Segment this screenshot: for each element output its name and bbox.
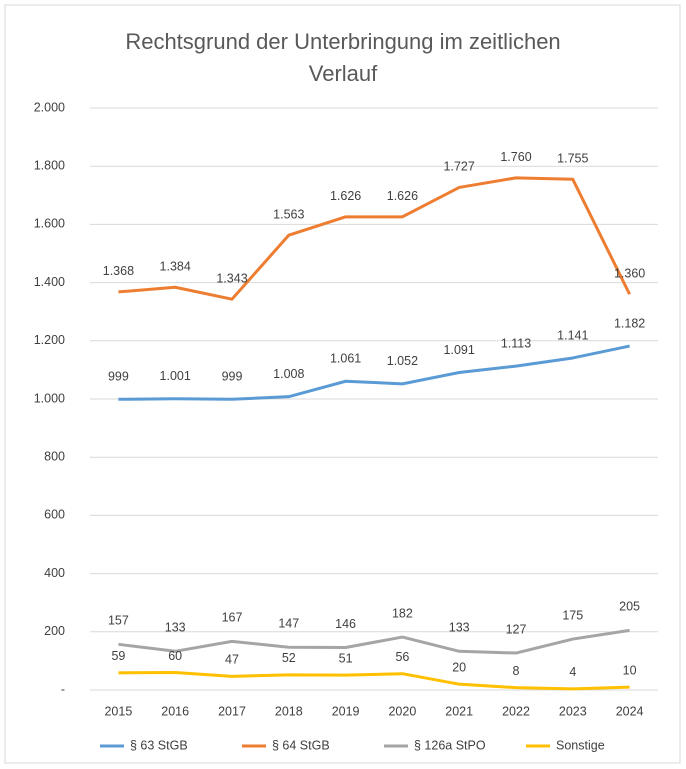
data-label: 1.052	[387, 354, 418, 368]
y-tick-label: 1.400	[34, 275, 65, 289]
data-label: 10	[623, 663, 637, 677]
data-label: 175	[562, 608, 583, 622]
data-label: 4	[569, 665, 576, 679]
x-tick-label: 2016	[161, 704, 189, 718]
legend-label: § 64 StGB	[272, 738, 330, 752]
data-label: 20	[452, 660, 466, 674]
x-tick-label: 2017	[218, 704, 246, 718]
data-label: 167	[222, 611, 243, 625]
data-label: 47	[225, 653, 239, 667]
x-tick-label: 2021	[445, 704, 473, 718]
data-label: 59	[111, 649, 125, 663]
data-label: 52	[282, 651, 296, 665]
data-label: 1.091	[444, 343, 475, 357]
data-label: 146	[335, 617, 356, 631]
y-tick-label: 1.000	[34, 391, 65, 405]
series-line	[118, 671, 630, 691]
legend-label: § 63 StGB	[130, 738, 188, 752]
data-label: 157	[108, 614, 129, 628]
data-label: 147	[278, 617, 299, 631]
data-label: 1.360	[614, 267, 645, 281]
data-label: 999	[222, 370, 243, 384]
legend-label: Sonstige	[556, 738, 605, 752]
y-tick-label: 1.800	[34, 158, 65, 172]
data-label: 56	[395, 650, 409, 664]
y-tick-label: 400	[44, 566, 65, 580]
x-tick-label: 2024	[616, 704, 644, 718]
data-label: 1.182	[614, 316, 645, 330]
data-label: 1.001	[160, 369, 191, 383]
data-label: 1.008	[273, 367, 304, 381]
data-label: 1.061	[330, 352, 361, 366]
chart-border	[4, 4, 681, 764]
data-label: 51	[339, 651, 353, 665]
data-label: 127	[506, 622, 527, 636]
data-label: 1.141	[557, 328, 588, 342]
data-label: 182	[392, 606, 413, 620]
data-label: 205	[619, 600, 640, 614]
y-tick-label: 1.600	[34, 217, 65, 231]
data-label: 1.563	[273, 207, 304, 221]
y-tick-label: 800	[44, 449, 65, 463]
data-label: 8	[513, 664, 520, 678]
x-tick-label: 2020	[388, 704, 416, 718]
x-tick-label: 2022	[502, 704, 530, 718]
y-tick-label: 200	[44, 624, 65, 638]
data-label: 1.626	[387, 189, 418, 203]
data-label: 133	[449, 621, 470, 635]
x-tick-label: 2015	[104, 704, 132, 718]
data-label: 60	[168, 649, 182, 663]
legend-label: § 126a StPO	[414, 738, 486, 752]
y-tick-label: 1.200	[34, 333, 65, 347]
data-label: 1.368	[103, 264, 134, 278]
data-label: 1.384	[160, 260, 191, 274]
data-label: 1.755	[557, 152, 588, 166]
data-label: 1.113	[501, 336, 531, 350]
data-label: 133	[165, 621, 186, 635]
data-label: 999	[108, 370, 129, 384]
x-tick-label: 2018	[275, 704, 303, 718]
series-line	[118, 176, 631, 301]
data-label: 1.760	[500, 150, 531, 164]
series-line	[118, 628, 630, 655]
series-line	[118, 344, 630, 401]
data-label: 1.343	[216, 271, 247, 285]
y-tick-label: 2.000	[34, 100, 65, 114]
chart-title: Rechtsgrund der Unterbringung im zeitlic…	[125, 29, 561, 86]
x-tick-label: 2019	[332, 704, 360, 718]
data-label: 1.626	[330, 189, 361, 203]
data-label: 1.727	[444, 160, 475, 174]
y-tick-label: 600	[44, 508, 65, 522]
y-tick-label: -	[61, 682, 65, 696]
x-tick-label: 2023	[559, 704, 587, 718]
